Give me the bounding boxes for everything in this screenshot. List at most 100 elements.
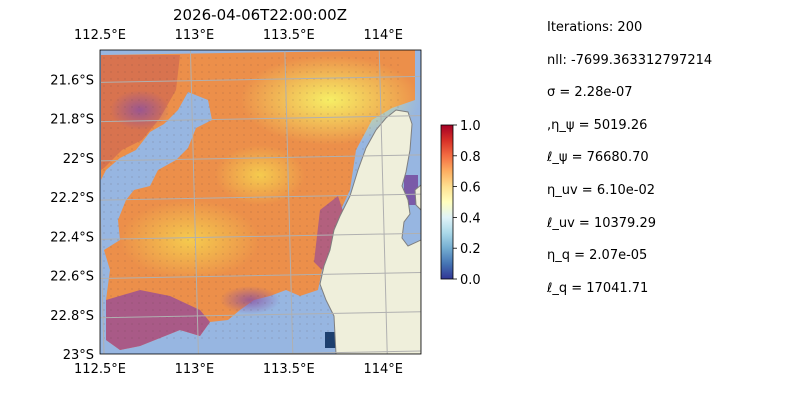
vector-dot xyxy=(201,99,203,101)
vector-dot xyxy=(306,162,308,164)
vector-dot xyxy=(320,239,322,241)
vector-dot xyxy=(306,99,308,101)
vector-dot xyxy=(138,288,140,290)
vector-dot xyxy=(250,246,252,248)
vector-dot xyxy=(131,260,133,262)
x-tick-label-bottom: 114°E xyxy=(363,362,403,377)
vector-dot xyxy=(103,225,105,227)
vector-dot xyxy=(341,169,343,171)
vector-dot xyxy=(208,113,210,115)
vector-dot xyxy=(138,134,140,136)
vector-dot xyxy=(166,267,168,269)
vector-dot xyxy=(278,71,280,73)
vector-dot xyxy=(278,176,280,178)
vector-dot xyxy=(194,330,196,332)
vector-dot xyxy=(320,127,322,129)
vector-dot xyxy=(131,141,133,143)
grid-parallel xyxy=(100,193,421,201)
vector-dot xyxy=(313,295,315,297)
vector-dot xyxy=(117,330,119,332)
vector-dot xyxy=(222,260,224,262)
vector-dot xyxy=(355,78,357,80)
vector-dot xyxy=(173,281,175,283)
vector-dot xyxy=(110,148,112,150)
vector-dot xyxy=(159,99,161,101)
vector-dot xyxy=(117,99,119,101)
vector-dot xyxy=(327,239,329,241)
vector-dot xyxy=(201,302,203,304)
vector-dot xyxy=(313,218,315,220)
vector-dot xyxy=(292,218,294,220)
vector-dot xyxy=(124,281,126,283)
vector-dot xyxy=(152,330,154,332)
vector-dot xyxy=(117,239,119,241)
vector-dot xyxy=(320,120,322,122)
vector-dot xyxy=(173,295,175,297)
vector-dot xyxy=(208,218,210,220)
vector-dot xyxy=(103,71,105,73)
vector-dot xyxy=(271,106,273,108)
vector-dot xyxy=(250,337,252,339)
vector-dot xyxy=(299,267,301,269)
vector-dot xyxy=(229,267,231,269)
vector-dot xyxy=(313,92,315,94)
vector-dot xyxy=(299,281,301,283)
vector-dot xyxy=(341,57,343,59)
vector-dot xyxy=(320,204,322,206)
vector-dot xyxy=(257,204,259,206)
vector-dot xyxy=(320,71,322,73)
vector-dot xyxy=(110,78,112,80)
vector-dot xyxy=(208,78,210,80)
vector-dot xyxy=(236,71,238,73)
vector-dot xyxy=(173,267,175,269)
vector-dot xyxy=(145,92,147,94)
vector-dot xyxy=(159,309,161,311)
field-south xyxy=(106,290,210,350)
vector-dot xyxy=(320,176,322,178)
vector-dot xyxy=(243,218,245,220)
vector-dot xyxy=(264,225,266,227)
vector-dot xyxy=(110,183,112,185)
vector-dot xyxy=(103,127,105,129)
vector-dot xyxy=(117,106,119,108)
vector-dot xyxy=(271,330,273,332)
vector-dot xyxy=(180,309,182,311)
vector-dot xyxy=(166,246,168,248)
vector-dot xyxy=(306,85,308,87)
vector-dot xyxy=(180,267,182,269)
vector-dot xyxy=(313,57,315,59)
vector-dot xyxy=(292,204,294,206)
vector-dot xyxy=(257,85,259,87)
vector-dot xyxy=(194,99,196,101)
vector-dot xyxy=(138,85,140,87)
vector-dot xyxy=(201,274,203,276)
vector-dot xyxy=(131,288,133,290)
vector-dot xyxy=(264,211,266,213)
vector-dot xyxy=(292,288,294,290)
vector-dot xyxy=(229,204,231,206)
vector-dot xyxy=(131,85,133,87)
vector-dot xyxy=(292,281,294,283)
vector-dot xyxy=(320,302,322,304)
vector-dot xyxy=(187,288,189,290)
vector-dot xyxy=(138,190,140,192)
vector-dot xyxy=(131,253,133,255)
vector-dot xyxy=(180,323,182,325)
vector-dot xyxy=(159,295,161,297)
vector-dot xyxy=(222,330,224,332)
vector-dot xyxy=(292,57,294,59)
vector-dot xyxy=(131,71,133,73)
vector-dot xyxy=(236,64,238,66)
vector-dot xyxy=(229,190,231,192)
vector-dot xyxy=(131,211,133,213)
vector-dot xyxy=(194,281,196,283)
vector-dot xyxy=(278,183,280,185)
vector-dot xyxy=(278,106,280,108)
vector-dot xyxy=(103,64,105,66)
vector-dot xyxy=(103,323,105,325)
vector-dot xyxy=(110,309,112,311)
vector-dot xyxy=(131,274,133,276)
vector-dot xyxy=(152,127,154,129)
vector-dot xyxy=(271,323,273,325)
vector-dot xyxy=(264,148,266,150)
